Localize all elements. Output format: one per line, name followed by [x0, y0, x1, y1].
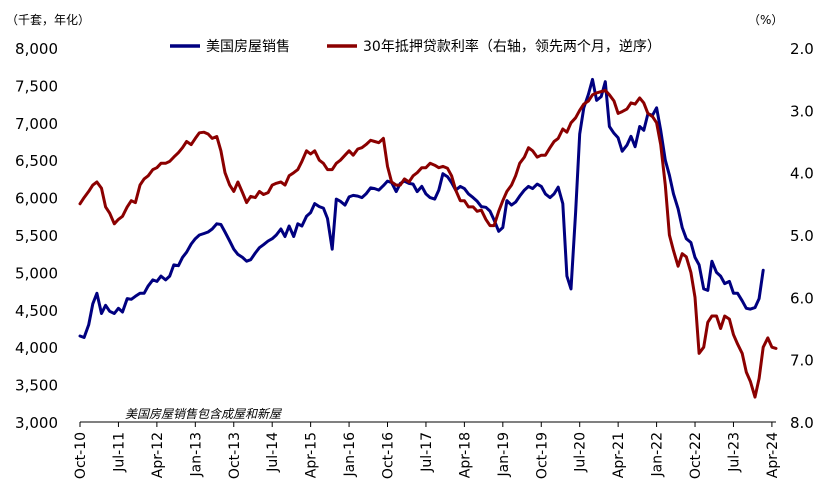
x-tick-label: Oct-13 — [227, 432, 243, 479]
x-tick-label: Jul-11 — [111, 432, 127, 473]
x-tick-label: Jul-20 — [573, 432, 589, 473]
left-tick-label: 8,000 — [15, 40, 58, 58]
x-tick-label: Apr-15 — [304, 432, 320, 478]
x-tick-label: Oct-19 — [534, 432, 550, 479]
legend-label-mortgage-rate: 30年抵押贷款利率（右轴，领先两个月，逆序） — [363, 38, 661, 55]
x-tick-label: Jan-13 — [188, 432, 204, 477]
mortgage-rate-line — [78, 88, 778, 399]
x-tick-label: Apr-24 — [765, 432, 781, 478]
x-tick-label: Apr-21 — [611, 432, 627, 478]
left-tick-label: 4,500 — [15, 302, 58, 320]
right-tick-label: 6.0 — [790, 289, 814, 307]
right-axis: 2.0 3.0 4.0 5.0 6.0 7.0 8.0 — [790, 40, 814, 432]
left-tick-label: 6,000 — [15, 190, 58, 208]
left-tick-label: 7,500 — [15, 77, 58, 95]
x-tick-label: Jul-14 — [265, 432, 281, 473]
left-axis-unit: （千套，年化） — [6, 13, 90, 27]
series-layer — [78, 77, 778, 399]
x-tick-label: Jul-17 — [419, 432, 435, 473]
left-axis: 3,000 3,500 4,000 4,500 5,000 5,500 6,000 6,500… — [15, 40, 58, 432]
right-tick-label: 5.0 — [790, 227, 814, 245]
left-tick-label: 5,500 — [15, 227, 58, 245]
left-tick-label: 4,000 — [15, 339, 58, 357]
x-tick-label: Jan-16 — [342, 432, 358, 478]
right-tick-label: 8.0 — [790, 414, 814, 432]
x-tick-label: Oct-16 — [381, 432, 397, 479]
home-sales-line — [78, 77, 765, 339]
right-tick-label: 7.0 — [790, 352, 814, 370]
left-tick-label: 6,500 — [15, 152, 58, 170]
legend-label-home-sales: 美国房屋销售 — [206, 39, 290, 55]
x-tick-label: Oct-10 — [73, 432, 89, 479]
x-tick-label: Apr-18 — [457, 432, 473, 478]
left-tick-label: 3,000 — [15, 414, 58, 432]
left-tick-label: 7,000 — [15, 115, 58, 133]
chart-note: 美国房屋销售包含成屋和新屋 — [125, 407, 282, 421]
x-tick-label: Apr-12 — [150, 432, 166, 478]
right-tick-label: 3.0 — [790, 102, 814, 120]
left-tick-label: 3,500 — [15, 377, 58, 395]
x-axis: Oct-10 Jul-11 Apr-12 Jan-13 Oct-13 Jul-14 Apr-… — [73, 422, 781, 479]
x-tick-label: Jul-23 — [726, 432, 742, 473]
chart-legend: 美国房屋销售 30年抵押贷款利率（右轴，领先两个月，逆序） — [170, 38, 661, 55]
left-tick-label: 5,000 — [15, 264, 58, 282]
right-tick-label: 2.0 — [790, 40, 814, 58]
right-axis-unit: （%） — [748, 13, 783, 27]
right-tick-label: 4.0 — [790, 165, 814, 183]
x-tick-label: Jan-19 — [496, 432, 512, 477]
x-tick-label: Jan-22 — [650, 432, 666, 477]
x-tick-label: Oct-22 — [688, 432, 704, 479]
